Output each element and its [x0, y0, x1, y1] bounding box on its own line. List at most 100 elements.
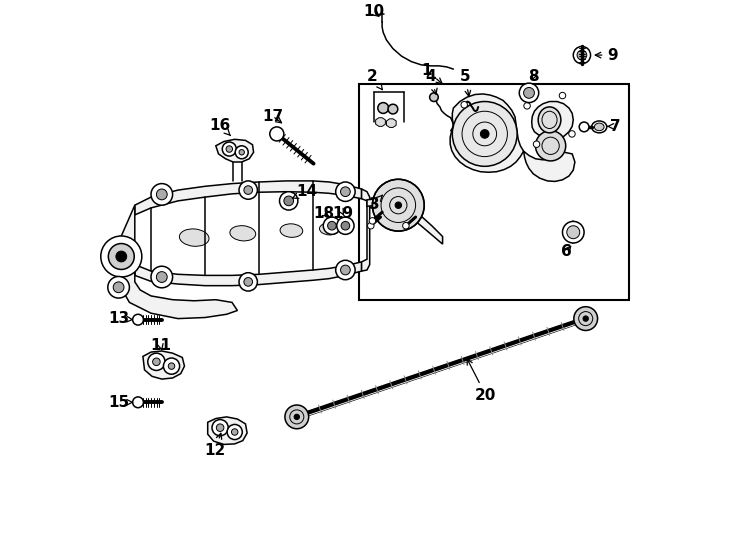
Circle shape	[133, 397, 143, 408]
Text: 16: 16	[209, 118, 230, 136]
Circle shape	[429, 93, 438, 102]
Circle shape	[583, 316, 589, 321]
Circle shape	[341, 187, 350, 197]
Circle shape	[452, 102, 517, 166]
Circle shape	[226, 146, 233, 152]
Circle shape	[480, 130, 489, 138]
Polygon shape	[135, 262, 362, 286]
Text: 10: 10	[363, 4, 384, 19]
Text: 17: 17	[262, 109, 283, 124]
Circle shape	[113, 282, 124, 293]
Circle shape	[239, 273, 258, 291]
Circle shape	[341, 265, 350, 275]
Circle shape	[156, 272, 167, 282]
Bar	[359, 84, 629, 300]
Circle shape	[323, 217, 341, 234]
Polygon shape	[143, 351, 184, 379]
Text: 1: 1	[421, 63, 442, 84]
Circle shape	[148, 353, 165, 370]
Circle shape	[368, 222, 374, 229]
Circle shape	[156, 189, 167, 200]
Circle shape	[231, 429, 238, 435]
Circle shape	[461, 102, 468, 108]
Text: 13: 13	[108, 311, 133, 326]
Circle shape	[284, 196, 294, 206]
Ellipse shape	[280, 224, 302, 238]
Circle shape	[244, 186, 252, 194]
Circle shape	[217, 424, 224, 431]
Circle shape	[335, 182, 355, 201]
Circle shape	[116, 251, 127, 262]
Circle shape	[151, 184, 172, 205]
Circle shape	[280, 192, 298, 210]
Circle shape	[327, 221, 336, 230]
Circle shape	[212, 420, 228, 436]
Circle shape	[524, 103, 530, 109]
Circle shape	[153, 358, 160, 366]
Polygon shape	[362, 189, 370, 271]
Circle shape	[239, 181, 258, 199]
Circle shape	[335, 260, 355, 280]
Ellipse shape	[592, 121, 607, 133]
Circle shape	[164, 358, 180, 374]
Circle shape	[101, 236, 142, 277]
Circle shape	[574, 307, 597, 330]
Circle shape	[378, 103, 388, 113]
Circle shape	[294, 414, 299, 420]
Text: 6: 6	[562, 244, 573, 259]
Circle shape	[395, 202, 401, 208]
Ellipse shape	[230, 226, 255, 241]
Text: 12: 12	[204, 433, 225, 458]
Text: 2: 2	[367, 69, 382, 90]
Polygon shape	[386, 119, 396, 127]
Circle shape	[133, 314, 143, 325]
Text: 3: 3	[368, 195, 382, 212]
Text: 8: 8	[528, 69, 539, 84]
Circle shape	[369, 218, 376, 224]
Circle shape	[109, 244, 134, 269]
Polygon shape	[111, 205, 135, 277]
Circle shape	[388, 104, 398, 114]
Text: 4: 4	[426, 69, 437, 94]
Circle shape	[523, 87, 534, 98]
Circle shape	[341, 221, 349, 230]
Polygon shape	[119, 270, 237, 319]
Circle shape	[244, 278, 252, 286]
Circle shape	[579, 122, 589, 132]
Polygon shape	[450, 94, 575, 181]
Ellipse shape	[179, 229, 209, 246]
Circle shape	[567, 226, 580, 239]
Text: 9: 9	[595, 48, 618, 63]
Text: 15: 15	[108, 395, 133, 410]
Circle shape	[108, 276, 129, 298]
Circle shape	[337, 217, 354, 234]
Circle shape	[573, 46, 591, 64]
Circle shape	[222, 142, 236, 156]
Circle shape	[151, 266, 172, 288]
Polygon shape	[208, 417, 247, 444]
Ellipse shape	[538, 107, 561, 133]
Circle shape	[562, 221, 584, 243]
Circle shape	[270, 127, 284, 141]
Circle shape	[227, 424, 242, 440]
Text: 14: 14	[293, 184, 317, 199]
Text: 20: 20	[467, 359, 496, 403]
Polygon shape	[367, 199, 443, 244]
Text: 18: 18	[313, 206, 335, 221]
Text: 7: 7	[607, 119, 621, 134]
Circle shape	[239, 150, 244, 155]
Circle shape	[168, 363, 175, 369]
Ellipse shape	[319, 223, 339, 235]
Text: 11: 11	[150, 338, 171, 353]
Circle shape	[235, 146, 248, 159]
Circle shape	[534, 141, 539, 147]
Circle shape	[536, 131, 566, 161]
Bar	[378, 192, 418, 219]
Circle shape	[519, 83, 539, 103]
Circle shape	[577, 50, 586, 60]
Polygon shape	[135, 181, 362, 215]
Text: 19: 19	[333, 206, 353, 221]
Circle shape	[569, 131, 575, 137]
Circle shape	[372, 179, 424, 231]
Text: 5: 5	[460, 69, 470, 96]
